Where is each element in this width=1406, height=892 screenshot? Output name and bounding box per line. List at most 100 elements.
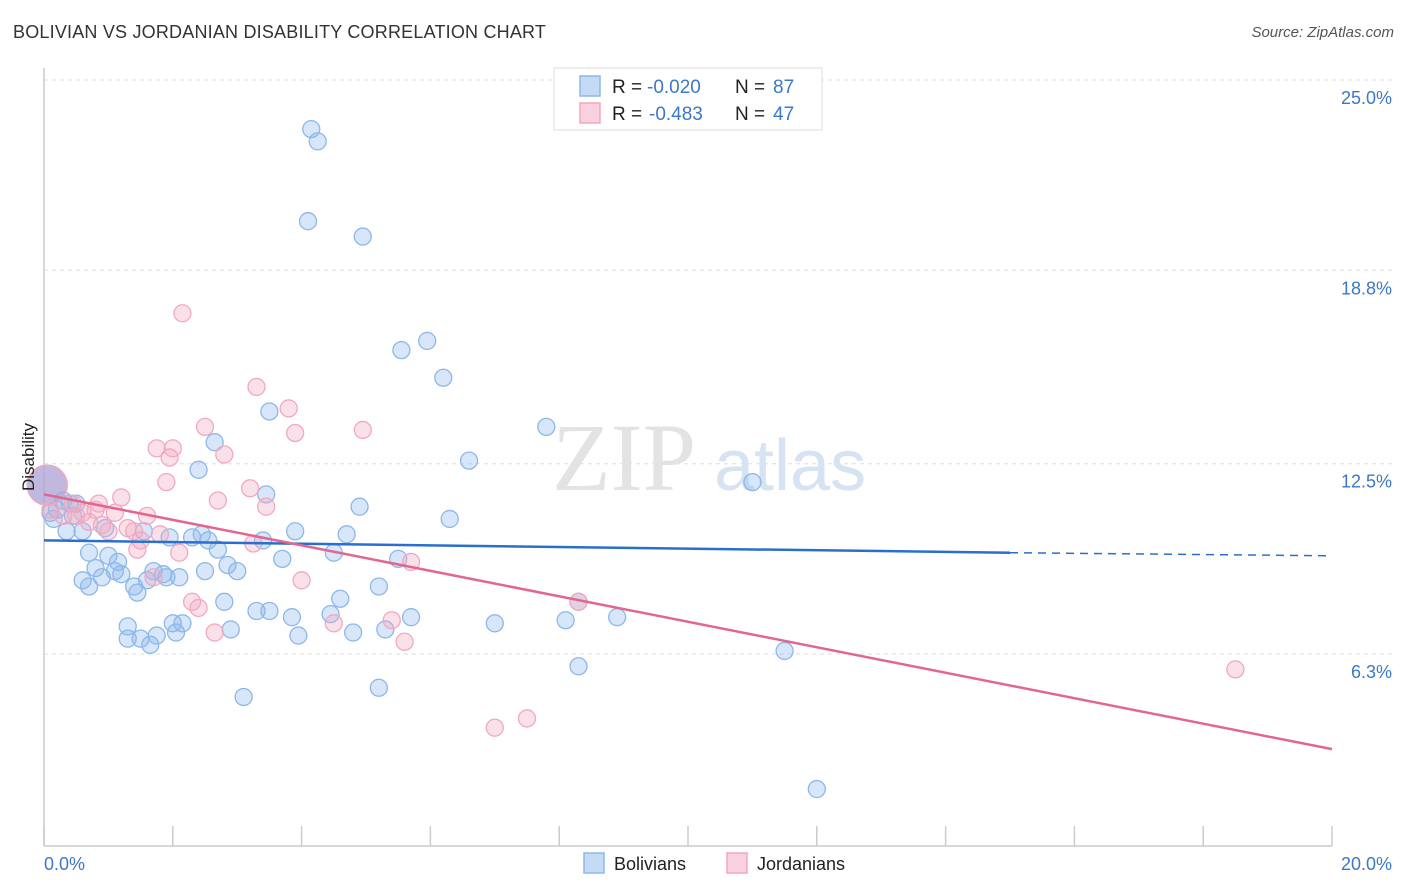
jordanians-point (395, 632, 414, 651)
bolivians-point (350, 497, 369, 516)
legend-n-value-2: 47 (773, 104, 794, 125)
bolivians-point (343, 623, 363, 642)
jordanians-point (215, 445, 234, 464)
bolivians-point (298, 212, 318, 231)
jordanians-point (112, 488, 131, 507)
bolivians-point (147, 626, 166, 645)
bolivians-point (189, 460, 208, 479)
legend-r-value-2: -0.483 (649, 104, 703, 125)
legend-r-label-1: R = (612, 77, 642, 98)
bolivians-point (157, 568, 176, 587)
bolivians-point (199, 531, 218, 550)
bolivians-point (485, 614, 504, 633)
bolivians-point (96, 518, 115, 538)
jordanians-point (144, 568, 163, 587)
jordanians-point (26, 464, 68, 506)
bolivians-point (434, 368, 453, 387)
x-tick-label-min: 0.0% (44, 854, 85, 874)
bolivians-point (173, 614, 192, 633)
source-label: Source: ZipAtlas.com (1251, 24, 1394, 41)
bottom-legend-swatch-jordanians (726, 852, 748, 874)
jordanians-point (208, 491, 228, 510)
bolivians-point (112, 565, 131, 584)
watermark-atlas: atlas (714, 426, 866, 506)
jordanians-point (189, 598, 208, 618)
bolivians-point (337, 525, 356, 544)
jordanians-point (99, 522, 118, 541)
data-points (26, 119, 1245, 799)
bolivians-point (215, 592, 234, 611)
jordanians-point (170, 543, 189, 562)
y-tick-label: 25.0% (1341, 88, 1392, 108)
legend: R = -0.020 N = 87 R = -0.483 N = 47 (553, 67, 823, 131)
jordanians-point (517, 709, 537, 728)
bolivians-point (537, 417, 556, 437)
bolivians-point (170, 568, 189, 587)
bolivians-point (282, 608, 302, 627)
legend-swatch-bolivians (579, 75, 601, 97)
bolivians-point (459, 451, 479, 470)
bolivians-point (260, 601, 279, 621)
bolivians-point (743, 472, 762, 492)
bolivians-point (608, 608, 627, 627)
bolivians-point (195, 561, 215, 581)
bolivians-point (86, 558, 105, 578)
bolivians-point (273, 549, 292, 568)
jordanians-point (279, 399, 298, 418)
y-tick-label: 6.3% (1351, 662, 1392, 682)
jordanians-point (292, 571, 311, 590)
bolivians-point (234, 687, 253, 707)
jordanians-point (257, 497, 276, 516)
bolivians-point (369, 577, 389, 596)
x-ticks (43, 826, 1333, 846)
trend-lines (43, 493, 1333, 751)
bolivians-point (331, 589, 350, 608)
bolivians-point (208, 540, 228, 559)
bolivians-point (79, 577, 99, 596)
legend-n-label-1: N = (735, 77, 765, 98)
bolivians-point (260, 402, 279, 421)
jordanians-point (382, 611, 401, 630)
jordanians-point (147, 439, 166, 458)
bolivians-point (369, 678, 389, 697)
jordanians-point (157, 472, 176, 492)
bolivians-point (289, 626, 308, 645)
bolivians-point (205, 433, 224, 452)
bottom-legend-label-bolivians: Bolivians (614, 854, 686, 874)
bolivians-point (228, 561, 247, 581)
jordanians-point (150, 525, 170, 544)
bolivians-point (166, 623, 186, 642)
legend-r-value-1: -0.020 (647, 77, 701, 98)
bolivians-point (569, 657, 588, 676)
watermark-zip: ZIP (552, 404, 696, 511)
legend-n-label-2: N = (735, 104, 765, 125)
bolivians-point (392, 340, 411, 360)
bottom-legend-label-jordanians: Jordanians (757, 854, 845, 874)
bottom-legend-swatch-bolivians (583, 852, 605, 874)
bolivians-point (440, 509, 459, 529)
bolivians-point (807, 779, 826, 799)
bolivians-point (556, 611, 575, 630)
bolivians-point (401, 608, 421, 627)
legend-r-label-2: R = (612, 104, 642, 125)
x-tick-label-max: 20.0% (1341, 854, 1392, 874)
bolivians-point (218, 555, 237, 575)
bolivians-point (308, 132, 327, 151)
bolivians-trend-extension (1009, 551, 1333, 557)
bolivians-point (286, 522, 305, 541)
bolivians-point (221, 620, 240, 639)
y-axis-label: Disability (19, 422, 38, 491)
bolivians-point (247, 601, 266, 621)
jordanians-trend-line (43, 493, 1333, 751)
jordanians-point (1226, 660, 1245, 679)
jordanians-point (205, 623, 224, 642)
bolivians-point (418, 331, 437, 351)
bolivians-point (57, 522, 76, 541)
jordanians-point (173, 304, 192, 323)
bolivians-point (118, 629, 137, 648)
legend-swatch-jordanians (579, 102, 601, 124)
jordanians-point (125, 522, 144, 541)
bolivians-point (775, 641, 794, 661)
jordanians-point (353, 420, 372, 440)
